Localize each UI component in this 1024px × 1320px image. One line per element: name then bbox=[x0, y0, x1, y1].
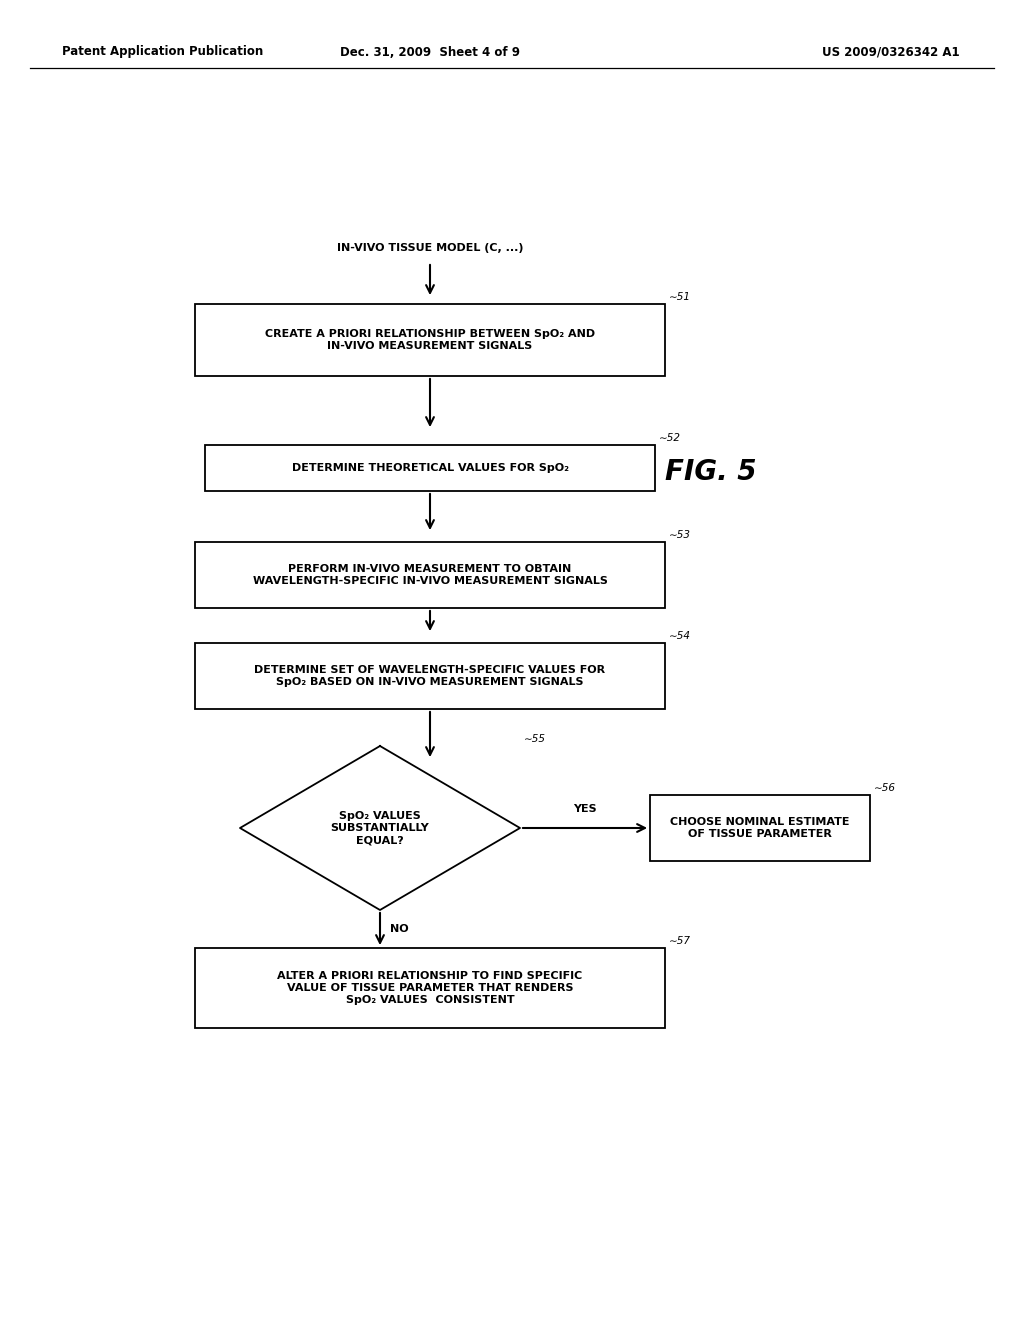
Text: FIG. 5: FIG. 5 bbox=[665, 458, 757, 486]
Text: SpO₂ VALUES
SUBSTANTIALLY
EQUAL?: SpO₂ VALUES SUBSTANTIALLY EQUAL? bbox=[331, 810, 429, 845]
Polygon shape bbox=[240, 746, 520, 909]
Text: YES: YES bbox=[573, 804, 597, 814]
FancyBboxPatch shape bbox=[195, 948, 665, 1028]
Text: IN-VIVO TISSUE MODEL (C, ...): IN-VIVO TISSUE MODEL (C, ...) bbox=[337, 243, 523, 253]
Text: ALTER A PRIORI RELATIONSHIP TO FIND SPECIFIC
VALUE OF TISSUE PARAMETER THAT REND: ALTER A PRIORI RELATIONSHIP TO FIND SPEC… bbox=[278, 970, 583, 1006]
Text: ∼56: ∼56 bbox=[874, 783, 896, 793]
Text: ∼54: ∼54 bbox=[669, 631, 691, 642]
Text: DETERMINE SET OF WAVELENGTH-SPECIFIC VALUES FOR
SpO₂ BASED ON IN-VIVO MEASUREMEN: DETERMINE SET OF WAVELENGTH-SPECIFIC VAL… bbox=[254, 665, 605, 688]
Text: CREATE A PRIORI RELATIONSHIP BETWEEN SpO₂ AND
IN-VIVO MEASUREMENT SIGNALS: CREATE A PRIORI RELATIONSHIP BETWEEN SpO… bbox=[265, 329, 595, 351]
Text: PERFORM IN-VIVO MEASUREMENT TO OBTAIN
WAVELENGTH-SPECIFIC IN-VIVO MEASUREMENT SI: PERFORM IN-VIVO MEASUREMENT TO OBTAIN WA… bbox=[253, 564, 607, 586]
Text: NO: NO bbox=[390, 924, 409, 935]
Text: Patent Application Publication: Patent Application Publication bbox=[62, 45, 263, 58]
Text: Dec. 31, 2009  Sheet 4 of 9: Dec. 31, 2009 Sheet 4 of 9 bbox=[340, 45, 520, 58]
FancyBboxPatch shape bbox=[205, 445, 655, 491]
FancyBboxPatch shape bbox=[195, 643, 665, 709]
FancyBboxPatch shape bbox=[650, 795, 870, 861]
Text: ∼55: ∼55 bbox=[524, 734, 546, 744]
Text: DETERMINE THEORETICAL VALUES FOR SpO₂: DETERMINE THEORETICAL VALUES FOR SpO₂ bbox=[292, 463, 568, 473]
Text: CHOOSE NOMINAL ESTIMATE
OF TISSUE PARAMETER: CHOOSE NOMINAL ESTIMATE OF TISSUE PARAME… bbox=[671, 817, 850, 840]
Text: ∼53: ∼53 bbox=[669, 531, 691, 540]
Text: ∼57: ∼57 bbox=[669, 936, 691, 946]
FancyBboxPatch shape bbox=[195, 543, 665, 609]
Text: ∼52: ∼52 bbox=[659, 433, 681, 444]
FancyBboxPatch shape bbox=[195, 304, 665, 376]
Text: US 2009/0326342 A1: US 2009/0326342 A1 bbox=[822, 45, 961, 58]
Text: ∼51: ∼51 bbox=[669, 292, 691, 302]
